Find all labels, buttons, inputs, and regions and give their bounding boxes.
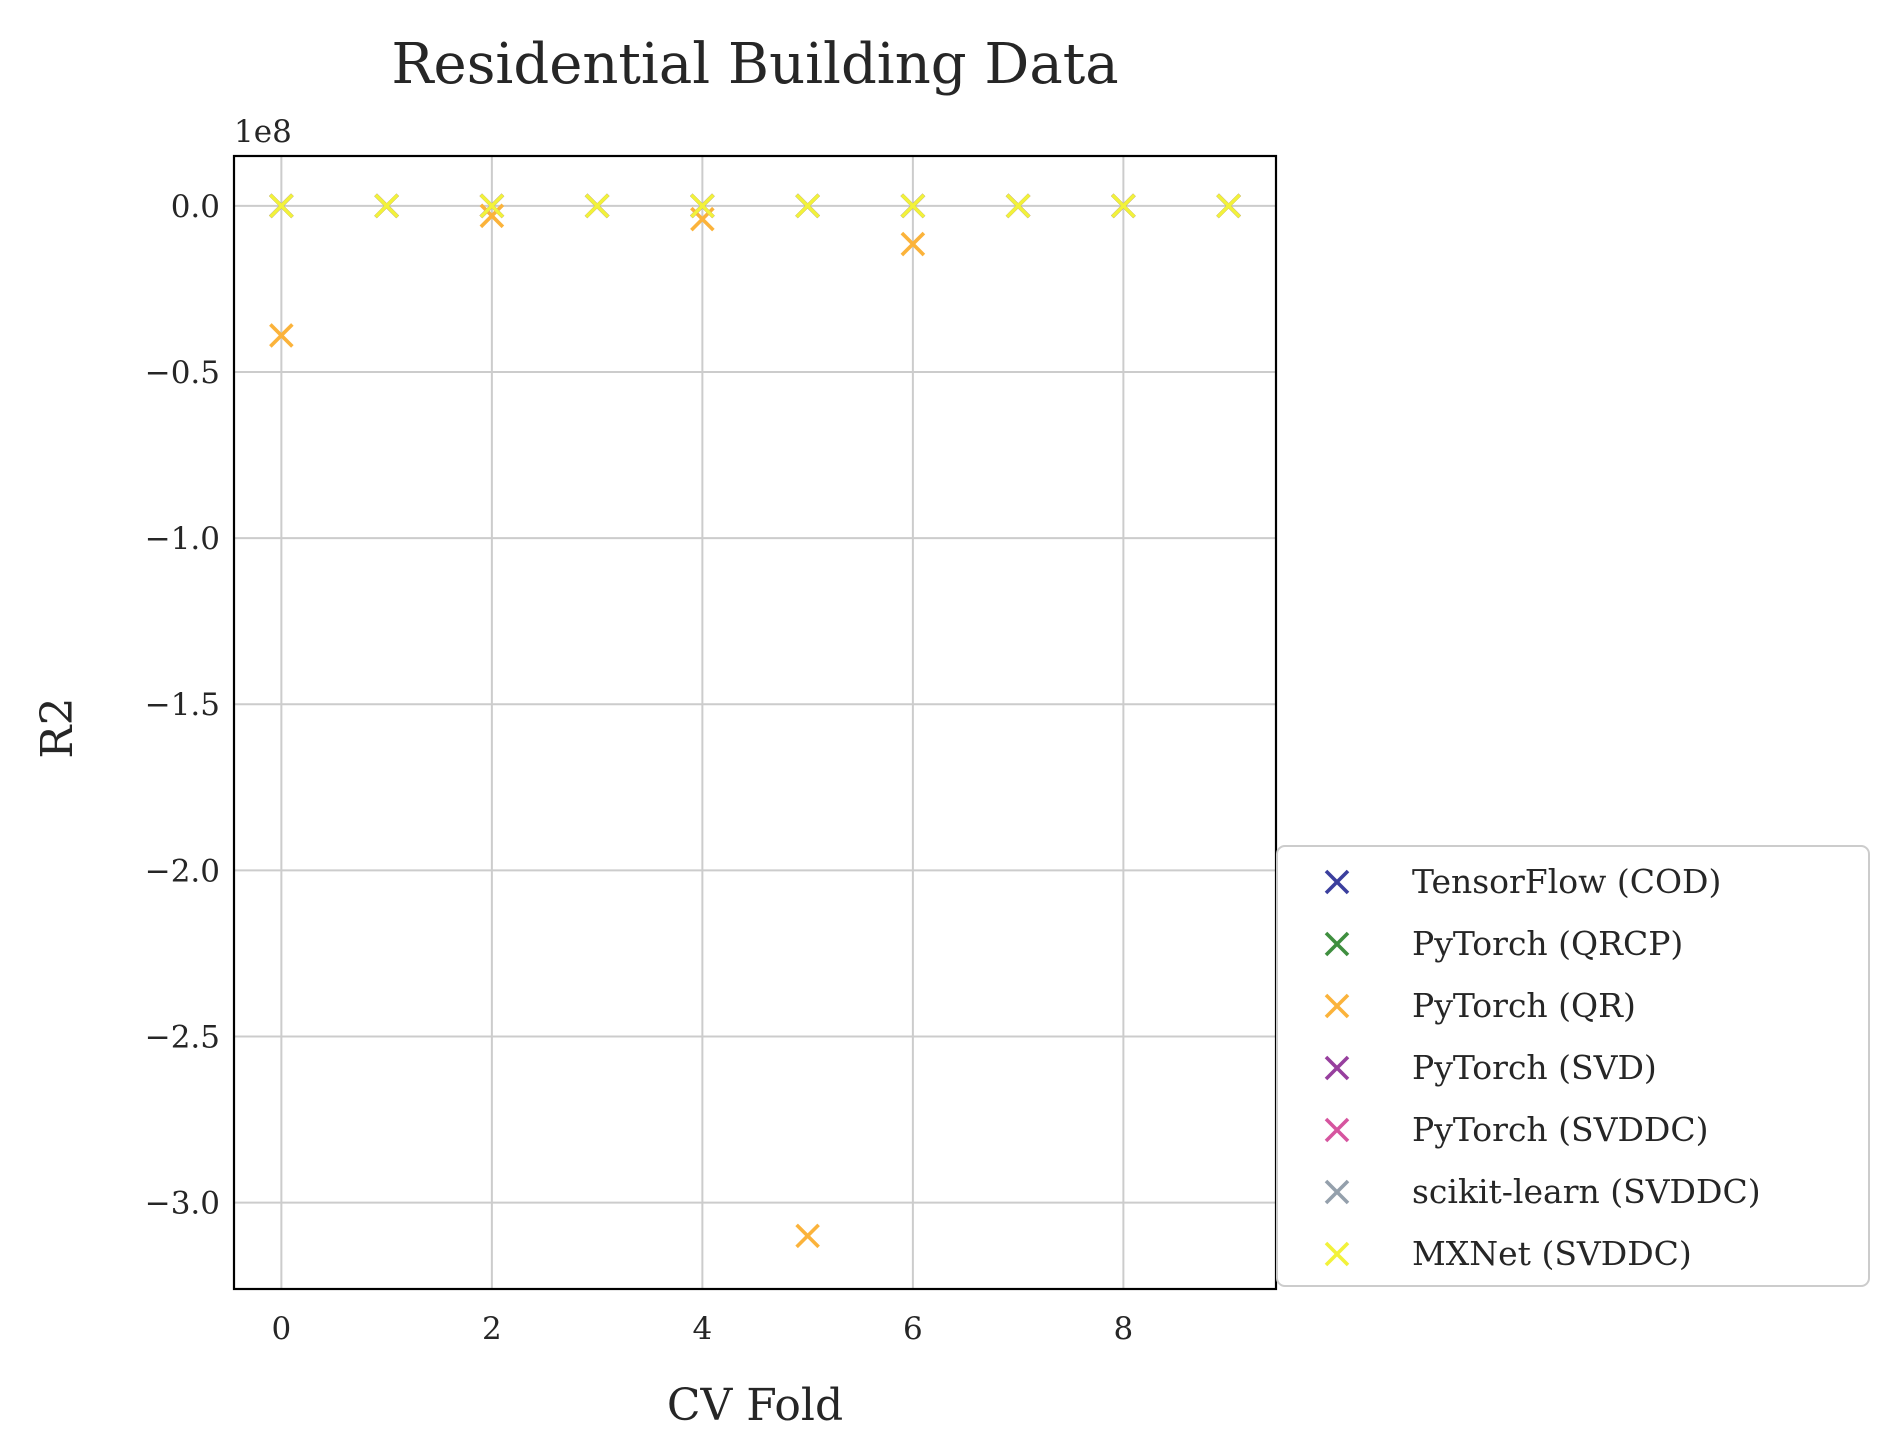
data-point [269, 323, 294, 348]
legend-marker [1324, 1055, 1350, 1081]
x-tick-label: 0 [271, 1311, 291, 1347]
data-point [479, 193, 505, 219]
data-point [374, 193, 399, 219]
data-point [1005, 193, 1031, 219]
data-point [795, 193, 820, 219]
x-tick-label: 2 [482, 1311, 502, 1347]
x-axis-ticks: 0 2 4 6 8 [271, 1311, 1133, 1347]
y-tick-label: −0.5 [145, 355, 220, 391]
legend-entry-label: MXNet (SVDDC) [1412, 1234, 1692, 1273]
plot-area-frame [232, 154, 1278, 1291]
legend-box [1276, 845, 1870, 1287]
legend-marker [1324, 1179, 1350, 1205]
y-tick-label: −1.5 [145, 687, 220, 723]
x-tick-label: 4 [693, 1311, 713, 1347]
data-point [584, 193, 610, 219]
legend-entry-label: TensorFlow (COD) [1412, 862, 1721, 901]
data-point [690, 193, 715, 219]
data-point [1111, 193, 1136, 219]
grid-lines [234, 156, 1276, 1289]
y-axis-offset-text: 1e8 [234, 114, 292, 150]
y-tick-label: −1.0 [145, 521, 220, 557]
legend-marker [1324, 1241, 1350, 1267]
y-tick-label: 0.0 [171, 189, 220, 225]
legend-entry-label: PyTorch (QR) [1412, 986, 1636, 1025]
chart-title: Residential Building Data [391, 32, 1118, 97]
legend-entry-label: scikit-learn (SVDDC) [1412, 1172, 1761, 1211]
data-point [900, 193, 926, 219]
legend-entry-label: PyTorch (SVD) [1412, 1048, 1657, 1087]
data-point [795, 1223, 820, 1249]
x-axis-label: CV Fold [667, 1380, 843, 1431]
x-tick-label: 6 [903, 1311, 923, 1347]
data-point [900, 231, 926, 257]
data-point [269, 193, 294, 219]
legend-marker [1324, 993, 1350, 1019]
legend-marker [1324, 931, 1350, 957]
legend-marker [1324, 869, 1350, 895]
y-tick-label: −2.5 [145, 1019, 220, 1055]
data-point [479, 203, 505, 229]
y-tick-label: −3.0 [145, 1186, 220, 1222]
legend-entry-label: PyTorch (SVDDC) [1412, 1110, 1709, 1149]
chart-legend: TensorFlow (COD) PyTorch (QRCP) PyTorch (Q… [1276, 845, 1870, 1287]
y-tick-label: −2.0 [145, 853, 220, 889]
data-markers [269, 193, 1241, 1249]
y-axis-label: R2 [32, 697, 83, 758]
data-point [1216, 193, 1241, 219]
legend-entry-label: PyTorch (QRCP) [1412, 924, 1683, 963]
x-tick-label: 8 [1114, 1311, 1134, 1347]
y-axis-ticks: 0.0 −0.5 −1.0 −1.5 −2.0 −2.5 −3.0 [145, 189, 220, 1222]
legend-marker [1324, 1117, 1350, 1143]
